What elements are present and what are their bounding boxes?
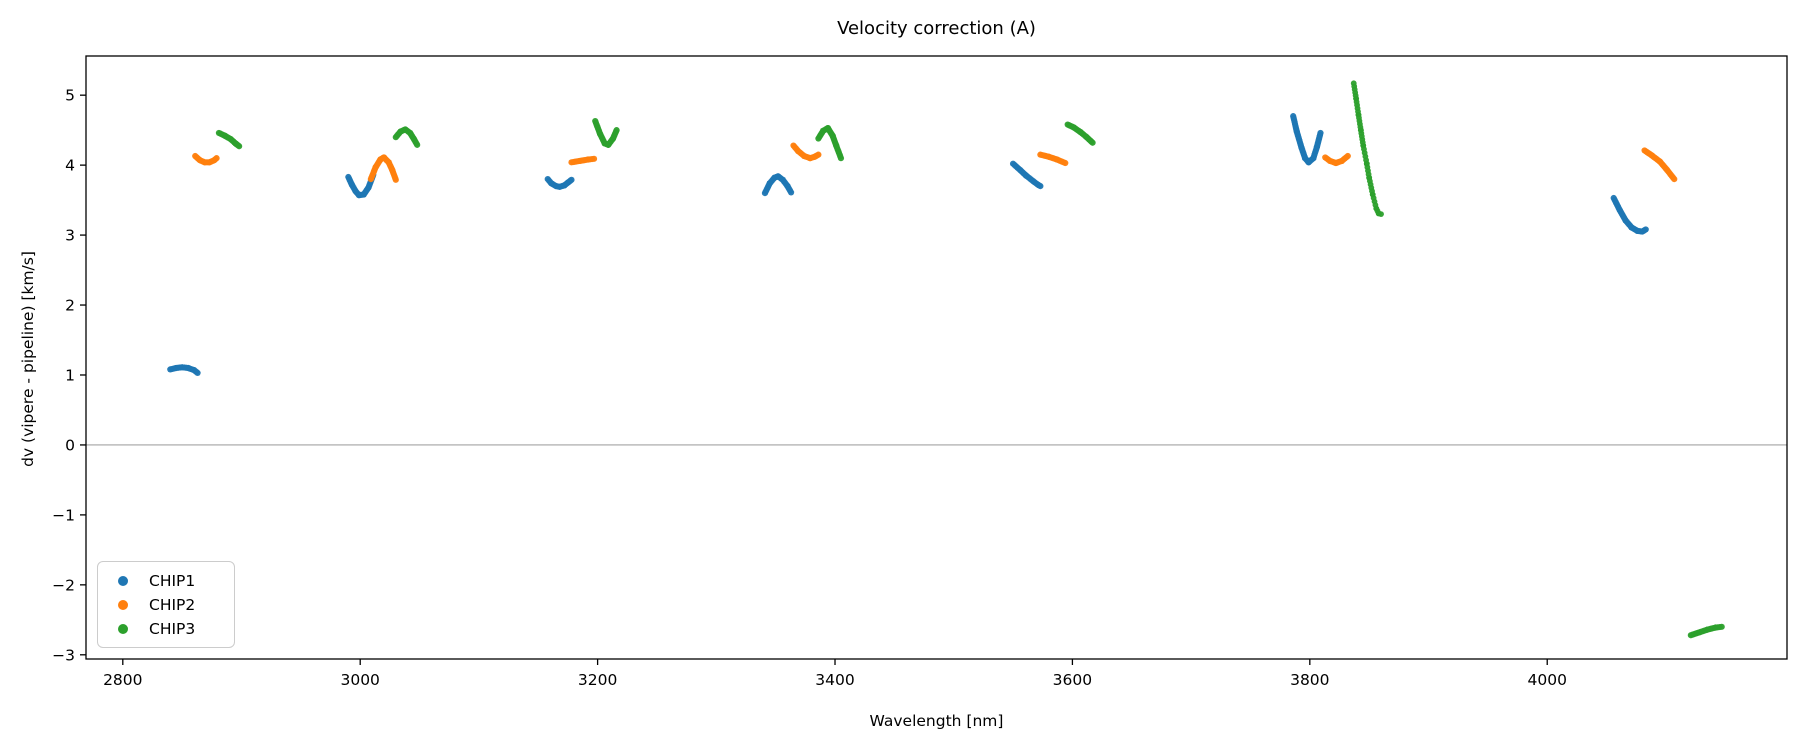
x-tick-label: 3400 [815,671,854,689]
x-tick-label: 3200 [578,671,617,689]
y-tick-label: 3 [65,227,75,245]
scatter-dot-chip1 [568,176,575,183]
x-tick-label: 3000 [340,671,379,689]
chip3-marker-icon [118,624,128,634]
scatter-dot-chip2 [213,155,220,162]
y-tick-label: 1 [65,366,75,384]
y-tick-label: 0 [65,436,75,454]
scatter-dot-chip2 [1671,176,1678,183]
x-tick-label: 3600 [1053,671,1092,689]
scatter-dot-chip2 [590,155,598,162]
scatter-dot-chip2 [815,151,822,158]
legend-item-chip2: CHIP2 [98,593,234,617]
y-tick-label: 2 [65,297,75,315]
axes-spines [85,55,1788,660]
scatter-dot-chip2 [1344,152,1351,160]
y-axis-label: dv (vipere - pipeline) [km/s] [19,251,37,467]
chip2-marker-icon [118,600,128,610]
scatter-dot-chip3 [1378,211,1384,217]
scatter-dot-chip1 [787,189,795,196]
chart-title: Velocity correction (A) [837,18,1036,39]
legend: CHIP1 CHIP2 CHIP3 [97,561,235,648]
legend-item-chip3: CHIP3 [98,617,234,641]
y-tick-label: 4 [65,157,75,175]
y-tick-label: 5 [65,87,75,105]
scatter-dot-chip3 [1089,139,1096,146]
scatter-dot-chip3 [613,127,620,134]
y-tick-label: −3 [52,646,75,664]
scatter-dot-chip3 [414,141,421,148]
chip1-marker-icon [118,576,128,586]
scatter-dot-chip1 [1642,226,1649,233]
scatter-dot-chip2 [1062,159,1069,167]
scatter-dot-chip1 [1317,129,1324,137]
scatter-dot-chip1 [194,369,201,376]
scatter-dot-chip3 [1718,623,1725,630]
x-tick-label: 2800 [103,671,142,689]
scatter-dot-chip2 [392,176,399,183]
y-tick-label: −2 [52,576,75,594]
scatter-dot-chip3 [236,143,243,150]
legend-label-chip1: CHIP1 [149,572,196,590]
legend-label-chip2: CHIP2 [149,596,196,614]
x-tick-label: 3800 [1290,671,1329,689]
legend-item-chip1: CHIP1 [98,569,234,593]
x-tick-label: 4000 [1527,671,1566,689]
y-tick-label: −1 [52,506,75,524]
x-axis-label: Wavelength [nm] [869,712,1004,730]
legend-label-chip3: CHIP3 [149,620,196,638]
scatter-dot-chip1 [1037,183,1044,190]
scatter-dot-chip3 [837,155,845,162]
